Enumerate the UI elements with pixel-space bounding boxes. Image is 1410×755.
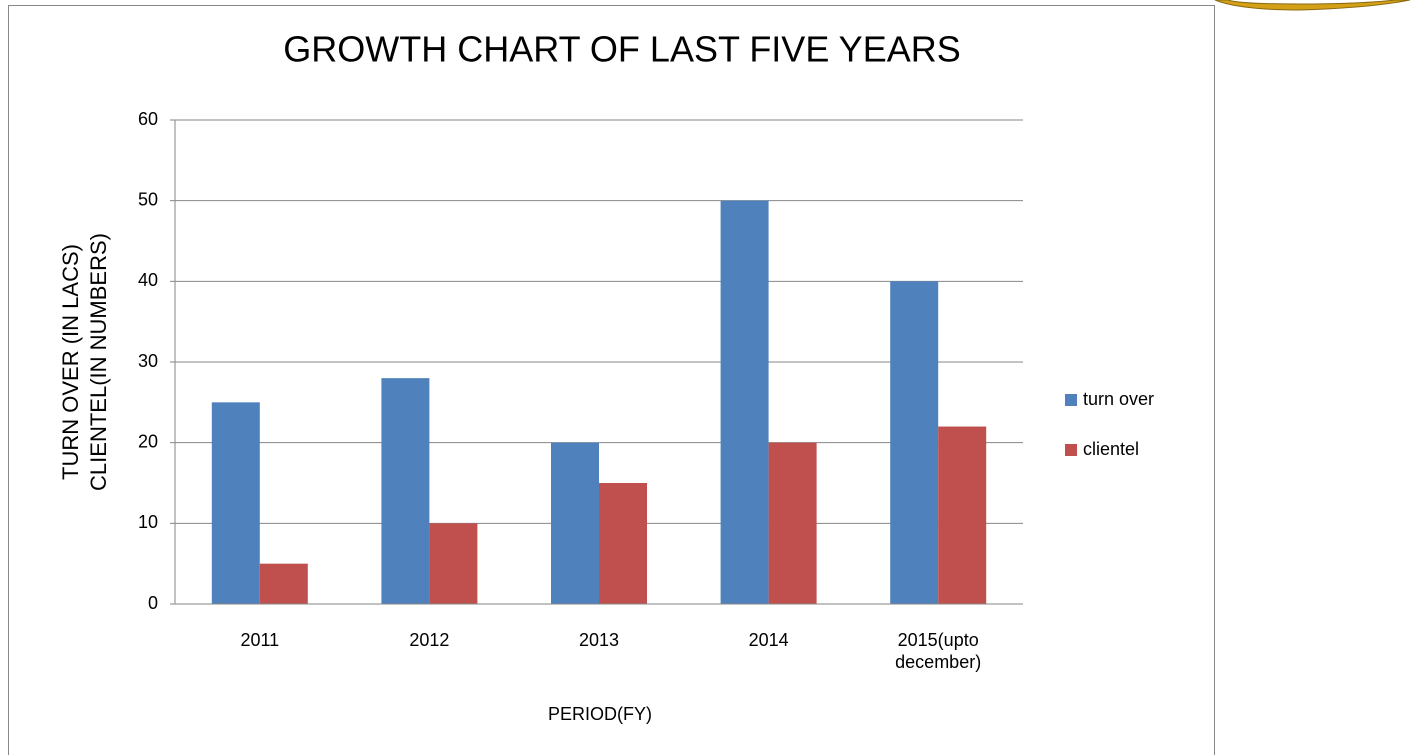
decoration — [1214, 0, 1410, 11]
bar — [720, 200, 769, 604]
y-axis-title: TURN OVER (IN LACS) — [58, 244, 83, 480]
bar — [381, 378, 430, 604]
bar — [551, 442, 599, 604]
legend-label: turn over — [1083, 389, 1154, 409]
legend-swatch — [1065, 444, 1077, 456]
x-tick-label: 2012 — [409, 630, 450, 650]
x-tick-label: 2013 — [578, 630, 620, 650]
x-tick-label: 2015(upto december) — [895, 630, 982, 672]
y-tick-label: 30 — [138, 351, 158, 371]
legend-swatch — [1065, 394, 1077, 406]
chart-border — [8, 5, 1215, 755]
y-tick-label: 50 — [138, 189, 158, 209]
legend-label: clientel — [1083, 439, 1139, 459]
y-axis-title: CLIENTEL(IN NUMBERS) — [86, 233, 111, 491]
x-tick-label: 2014 — [748, 630, 789, 650]
bar — [429, 523, 478, 604]
y-tick-label: 10 — [138, 512, 158, 532]
bar — [599, 483, 647, 604]
y-tick-label: 20 — [138, 431, 158, 451]
bar — [890, 281, 939, 604]
bar — [768, 442, 817, 604]
chart-title: GROWTH CHART OF LAST FIVE YEARS — [283, 29, 960, 70]
x-tick-label: 2011 — [240, 630, 280, 650]
y-tick-label: 60 — [138, 109, 158, 129]
bar — [259, 563, 308, 604]
x-axis-title: PERIOD(FY) — [548, 704, 652, 724]
y-tick-label: 0 — [148, 593, 158, 613]
bar — [938, 426, 987, 604]
y-tick-label: 40 — [138, 270, 158, 290]
bar — [211, 402, 260, 604]
